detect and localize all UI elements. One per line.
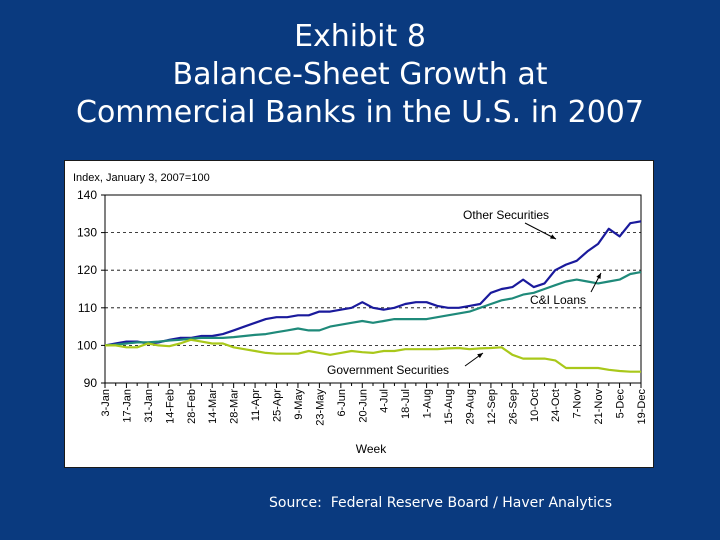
x-tick-label: 24-Oct — [550, 389, 562, 422]
x-tick-label: 14-Feb — [164, 389, 176, 424]
x-tick-label: 31-Jan — [143, 389, 155, 423]
x-tick-label: 29-Aug — [464, 389, 476, 424]
line-chart: Index, January 3, 2007=100 Week Other Se… — [73, 172, 648, 456]
x-tick-label: 23-May — [314, 389, 326, 426]
plot-frame — [104, 194, 642, 384]
x-tick-label: 21-Nov — [593, 389, 605, 425]
x-tick-label: 6-Jun — [336, 389, 348, 417]
y-tick-label: 140 — [77, 188, 97, 202]
annotation-government-securities: Government Securities — [327, 363, 449, 377]
slide-title: Exhibit 8 Balance-Sheet Growth at Commer… — [0, 18, 720, 132]
x-tick-label: 19-Dec — [636, 389, 648, 425]
chart-subtitle: Index, January 3, 2007=100 — [73, 172, 210, 184]
x-tick-label: 14-Mar — [207, 389, 219, 424]
x-tick-label: 10-Oct — [529, 389, 541, 422]
x-tick-label: 4-Jul — [379, 389, 391, 413]
x-tick-label: 5-Dec — [615, 389, 627, 419]
x-tick-label: 12-Sep — [486, 389, 498, 424]
slide-title-line-2: Balance-Sheet Growth at — [172, 57, 548, 92]
x-tick-label: 26-Sep — [507, 389, 519, 424]
plot-area: 90 100 110 120 130 140 3-Jan 17-Jan 31-Jan 14-Feb… — [77, 188, 648, 426]
x-axis-title: Week — [356, 442, 387, 456]
x-tick-label: 7-Nov — [572, 389, 584, 419]
y-tick-label: 90 — [84, 376, 98, 390]
x-tick-label: 18-Jul — [400, 389, 412, 419]
arrow-other-securities-head — [550, 234, 556, 239]
series-line-2 — [105, 338, 641, 373]
arrow-other-securities — [524, 222, 557, 240]
series-line-1 — [104, 271, 642, 347]
x-tick-label: 3-Jan — [100, 389, 112, 417]
x-tick-label: 28-Feb — [186, 389, 198, 424]
slide-title-line-1: Exhibit 8 — [294, 19, 426, 54]
x-tick-label: 1-Aug — [422, 389, 434, 418]
x-tick-label: 15-Aug — [443, 389, 455, 424]
x-tick-label: 20-Jun — [357, 389, 369, 423]
arrow-government-securities-head — [477, 353, 483, 359]
x-tick-label: 11-Apr — [250, 389, 262, 422]
y-tick-label: 120 — [77, 263, 97, 277]
annotation-other-securities: Other Securities — [463, 208, 549, 222]
x-tick-label: 9-May — [293, 389, 305, 420]
y-tick-label: 130 — [77, 226, 97, 240]
annotation-ci-loans: C&I Loans — [530, 293, 586, 307]
x-tick-label: 17-Jan — [121, 389, 133, 423]
y-tick-label: 110 — [78, 301, 97, 315]
x-tick-label: 28-Mar — [229, 389, 241, 424]
arrow-ci-loans-head — [596, 273, 601, 279]
chart-panel: Index, January 3, 2007=100 Week Other Se… — [64, 160, 654, 468]
y-tick-label: 100 — [77, 338, 97, 352]
x-tick-label: 25-Apr — [272, 389, 284, 422]
slide-title-line-3: Commercial Banks in the U.S. in 2007 — [76, 95, 644, 130]
source-note: Source: Federal Reserve Board / Haver An… — [269, 495, 613, 511]
